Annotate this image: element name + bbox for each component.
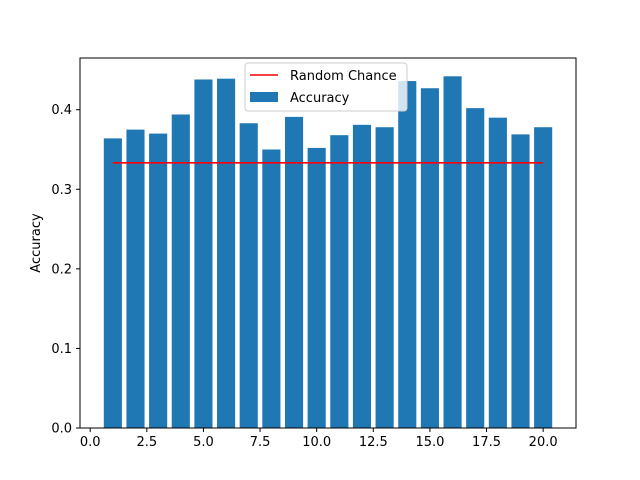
bar-17 [466, 108, 485, 429]
x-tick-label: 5.0 [193, 435, 214, 450]
bar-group [103, 76, 553, 429]
bar-20 [534, 127, 553, 429]
bar-12 [352, 124, 372, 428]
legend-label-accuracy: Accuracy [290, 91, 350, 106]
x-tick-label: 10.0 [302, 435, 331, 450]
bar-19 [511, 134, 530, 429]
bar-5 [194, 79, 213, 428]
bar-11 [330, 135, 349, 428]
x-tick-label: 12.5 [359, 435, 388, 450]
x-tick-label: 0.0 [80, 435, 101, 450]
axes-frame [79, 57, 577, 429]
bar-1 [103, 138, 122, 428]
y-tick-label: 0.1 [51, 342, 72, 357]
x-tick-label: 17.5 [472, 435, 501, 450]
bar-16 [443, 76, 462, 428]
bar-4 [171, 114, 190, 428]
bar-14 [398, 81, 417, 429]
bar-3 [149, 133, 168, 428]
y-tick-label: 0.3 [51, 183, 72, 198]
y-tick-label: 0.0 [51, 422, 72, 437]
legend-bar-swatch [250, 92, 278, 102]
x-tick-label: 15.0 [415, 435, 444, 450]
bar-9 [284, 116, 304, 429]
y-tick-label: 0.2 [51, 262, 72, 277]
legend-label-random-chance: Random Chance [290, 69, 397, 84]
bar-8 [262, 149, 281, 428]
x-tick-label: 7.5 [250, 435, 271, 450]
y-tick-label: 0.4 [51, 103, 72, 118]
y-axis-ticks: 0.0 0.1 0.2 0.3 0.4 [51, 103, 80, 437]
x-tick-label: 2.5 [136, 435, 157, 450]
bar-6 [217, 78, 236, 428]
x-axis-ticks: 0.0 2.5 5.0 7.5 10.0 12.5 15.0 17.5 20.0 [80, 428, 558, 450]
legend: Random Chance Accuracy [244, 62, 408, 112]
bar-18 [488, 117, 507, 428]
bar-13 [375, 127, 394, 429]
bar-15 [420, 88, 439, 428]
x-tick-label: 20.0 [529, 435, 558, 450]
y-axis-label: Accuracy [29, 213, 44, 273]
bar-2 [126, 129, 145, 428]
bar-10 [307, 147, 326, 428]
legend-box [244, 62, 408, 112]
bar-7 [239, 123, 258, 428]
